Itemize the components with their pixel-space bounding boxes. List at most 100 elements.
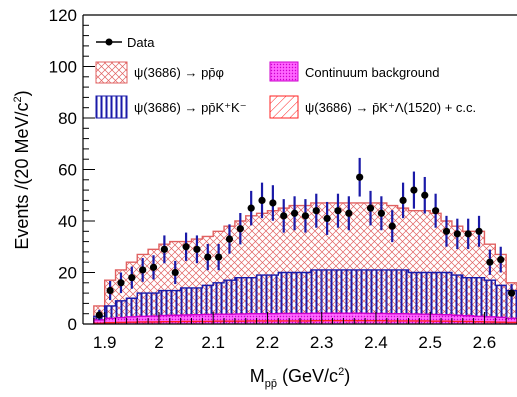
hist-continuum-bin: [462, 315, 474, 324]
data-point: [171, 260, 179, 285]
data-point: [421, 176, 429, 214]
hist-continuum-bin: [289, 313, 300, 324]
data-point: [269, 185, 277, 221]
hist-lambda1520-bin: [419, 320, 431, 324]
hist-ppKK-bin: [343, 269, 355, 324]
y-axis-title-close: ): [12, 90, 32, 96]
hist-continuum-bin: [321, 313, 333, 324]
hist-lambda1520-bin: [224, 321, 235, 324]
data-point: [377, 196, 385, 231]
data-marker: [139, 266, 147, 274]
hist-ppphi-bin: [158, 244, 170, 324]
data-marker: [95, 311, 103, 319]
hist-continuum-outline: [93, 312, 517, 324]
hist-lambda1520-bin: [462, 321, 474, 324]
hist-lambda1520-bin: [202, 321, 214, 324]
hist-lambda1520-bin: [484, 321, 496, 324]
data-point: [139, 258, 147, 282]
hist-lambda1520-outline: [93, 319, 517, 324]
hist-ppKK-bin: [256, 275, 268, 324]
legend-item-data: Data: [96, 35, 155, 50]
hist-ppKK-bin: [289, 272, 300, 324]
data-point: [280, 199, 288, 233]
hist-lambda1520: [93, 319, 517, 324]
hist-ppKK-bin: [191, 287, 203, 324]
hist-continuum-bin: [213, 314, 225, 324]
hist-ppKK-bin: [148, 293, 159, 324]
y-axis-title-main: Events /(20 MeV/c: [12, 103, 32, 250]
hist-ppKK-bin: [234, 277, 246, 324]
hist-continuum-bin: [278, 313, 290, 324]
hist-continuum-bin: [115, 317, 127, 324]
hist-ppKK-bin: [115, 300, 127, 324]
data-marker: [312, 207, 320, 215]
hist-ppKK-outline: [93, 269, 517, 324]
y-axis-title: Events /(20 MeV/c2): [12, 90, 32, 249]
hist-lambda1520-bin: [278, 320, 290, 324]
hist-lambda1520-bin: [245, 320, 257, 324]
hist-lambda1520-bin: [191, 321, 203, 324]
hist-ppKK-bin: [375, 269, 387, 324]
hist-ppKK-bin: [126, 298, 138, 324]
data-marker: [356, 173, 364, 181]
data-marker: [432, 207, 440, 215]
data-marker: [193, 245, 201, 253]
hist-ppKK-bin: [267, 275, 279, 324]
hist-continuum-bin: [224, 314, 235, 324]
hist-lambda1520-bin: [169, 321, 181, 324]
hist-ppphi-bin: [321, 202, 333, 324]
hist-ppphi-bin: [245, 215, 257, 324]
hist-ppKK-bin: [495, 285, 507, 324]
histogram-layer: [93, 202, 517, 324]
data-point: [117, 272, 125, 294]
data-point: [258, 182, 266, 219]
data-point: [301, 199, 310, 233]
hist-ppphi-bin: [126, 262, 138, 324]
hist-ppphi-bin: [343, 202, 355, 324]
data-marker: [106, 286, 114, 295]
hist-ppphi-bin: [419, 210, 431, 324]
hist-continuum-bin: [484, 316, 496, 324]
data-point: [497, 246, 505, 273]
data-point: [128, 266, 136, 289]
hist-continuum-bin: [158, 315, 170, 324]
hist-continuum-bin: [267, 313, 279, 324]
x-axis-title-unit: (GeV/c: [277, 366, 338, 386]
data-point: [225, 224, 234, 254]
data-point: [442, 215, 451, 247]
x-axis-title-close: ): [344, 366, 350, 386]
hist-continuum-bin: [104, 318, 116, 324]
legend-label-ppKK: ψ(3686) → pp̄K⁺K⁻: [134, 100, 247, 115]
hist-ppKK-bin: [473, 277, 485, 324]
hist-lambda1520-bin: [441, 321, 452, 324]
data-point: [464, 218, 472, 250]
hist-ppphi-bin: [148, 249, 159, 324]
hist-lambda1520-bin: [256, 320, 268, 324]
data-point: [247, 190, 255, 226]
hist-lambda1520-bin: [430, 321, 442, 324]
hist-ppKK-bin: [278, 272, 290, 324]
y-tick-label: 40: [58, 212, 77, 231]
y-tick-label: 20: [58, 264, 77, 283]
hist-ppphi-bin: [115, 269, 127, 324]
hist-continuum-bin: [180, 314, 192, 324]
hist-ppKK-bin: [180, 287, 192, 324]
data-point: [475, 215, 483, 247]
y-tick-label: 0: [68, 315, 77, 334]
hist-ppphi-bin: [354, 202, 366, 324]
hist-lambda1520-bin: [365, 320, 376, 324]
hist-ppKK-bin: [386, 269, 398, 324]
x-axis-title-pow: 2: [338, 366, 344, 378]
hist-ppKK-bin: [104, 305, 116, 324]
hist-continuum-bin: [343, 313, 355, 324]
hist-continuum-bin: [354, 313, 366, 324]
data-marker: [247, 204, 255, 212]
hist-ppKK-bin: [441, 272, 452, 324]
data-point: [323, 201, 331, 235]
data-marker: [204, 253, 212, 261]
data-points-layer: [95, 157, 516, 321]
hist-ppphi-bin: [310, 202, 322, 324]
hist-continuum-bin: [137, 316, 149, 324]
hist-ppKK-bin: [354, 269, 366, 324]
